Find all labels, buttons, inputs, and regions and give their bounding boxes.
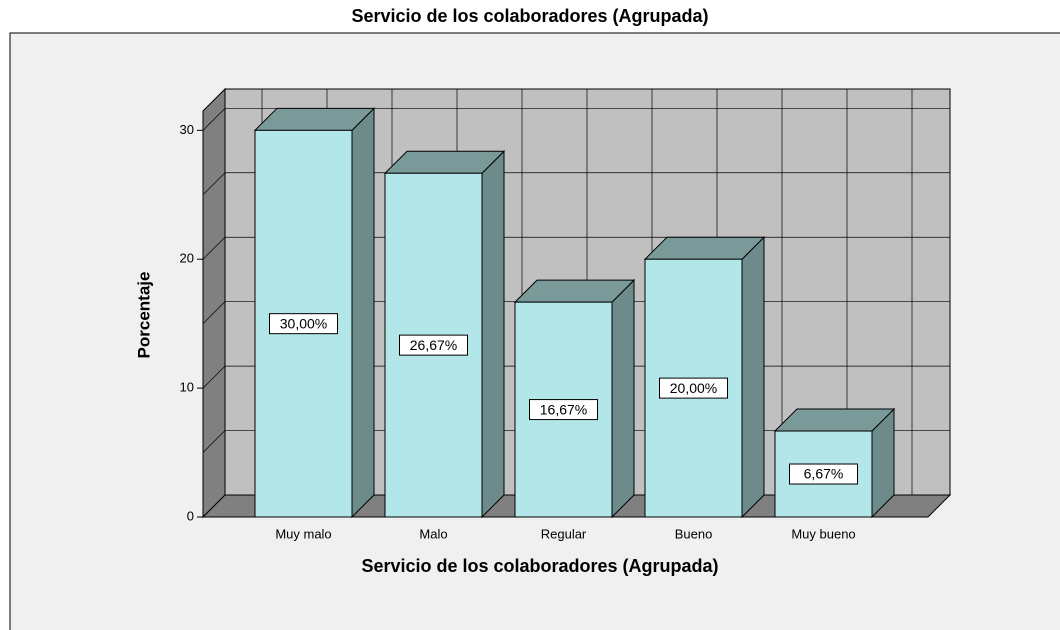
bar-side bbox=[741, 236, 765, 519]
bar-side bbox=[481, 150, 505, 519]
value-label-box bbox=[269, 313, 338, 335]
grid-line bbox=[202, 494, 226, 518]
bar-side bbox=[611, 278, 635, 519]
grid-line bbox=[202, 430, 226, 453]
grid-line bbox=[202, 301, 226, 324]
value-label: 16,67% bbox=[540, 401, 587, 417]
y-tick-label: 10 bbox=[180, 380, 194, 395]
x-tick-label: Muy malo bbox=[275, 526, 331, 541]
x-axis-label: Servicio de los colaboradores (Agrupada) bbox=[361, 556, 718, 576]
value-label: 20,00% bbox=[670, 380, 717, 396]
chart-title: Servicio de los colaboradores (Agrupada) bbox=[351, 6, 708, 26]
value-label: 26,67% bbox=[410, 337, 457, 353]
value-label-box bbox=[789, 463, 858, 485]
grid-line bbox=[202, 108, 226, 131]
value-label: 30,00% bbox=[280, 315, 327, 331]
value-label-box bbox=[529, 399, 598, 421]
plot-area: 0 10 20 30 30,00% Muy malo 26,67% Malo 16,67% Reg… bbox=[180, 87, 952, 541]
side-wall bbox=[202, 87, 226, 519]
y-tick-label: 30 bbox=[180, 122, 194, 137]
x-tick-label: Regular bbox=[541, 526, 587, 541]
x-tick-label: Bueno bbox=[675, 526, 713, 541]
grid-line bbox=[202, 172, 226, 196]
value-label-box bbox=[659, 377, 728, 399]
grid-line bbox=[202, 365, 226, 389]
y-tick-label: 0 bbox=[187, 508, 194, 523]
grid-line bbox=[202, 236, 226, 260]
y-tick-label: 20 bbox=[180, 251, 194, 266]
y-axis-label: Porcentaje bbox=[134, 272, 153, 359]
x-tick-label: Muy bueno bbox=[791, 526, 855, 541]
value-label-box bbox=[399, 334, 468, 356]
value-label: 6,67% bbox=[804, 466, 844, 482]
bar-side bbox=[351, 107, 375, 519]
x-tick-label: Malo bbox=[419, 526, 447, 541]
